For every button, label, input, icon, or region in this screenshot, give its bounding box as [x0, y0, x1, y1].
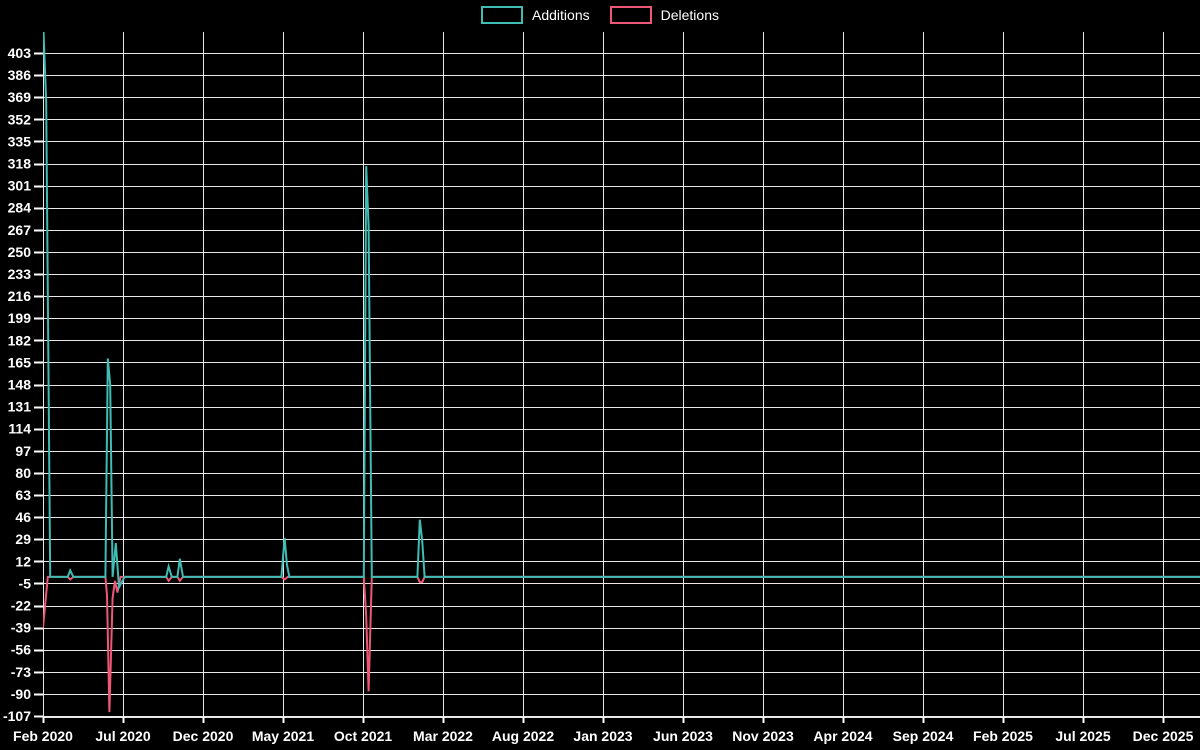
y-tick-label: -5: [19, 575, 32, 591]
deletions-swatch-icon: [609, 6, 652, 24]
x-tick-label: Sep 2024: [893, 728, 954, 744]
y-tick-label: 63: [15, 487, 31, 503]
y-tick-label: 318: [8, 156, 32, 172]
x-tick-label: Dec 2025: [1133, 728, 1194, 744]
additions-swatch-icon: [481, 6, 524, 24]
x-tick-label: Oct 2021: [334, 728, 393, 744]
legend: Additions Deletions: [0, 6, 1200, 24]
gridlines: [43, 32, 1200, 718]
y-tick-label: -73: [11, 664, 31, 680]
y-tick-label: 148: [8, 377, 32, 393]
x-tick-label: Mar 2022: [413, 728, 473, 744]
axis-labels: 403 386 369 352 335 318 301 284 267 250 233 216 199 1…: [3, 45, 1194, 744]
y-tick-label: 369: [8, 89, 32, 105]
deletions-line: [43, 575, 1200, 713]
y-tick-label: 80: [15, 465, 31, 481]
y-tick-label: 250: [8, 244, 32, 260]
x-tick-label: Apr 2024: [813, 728, 872, 744]
y-tick-label: 386: [8, 67, 32, 83]
y-tick-label: -90: [11, 686, 31, 702]
y-tick-label: -56: [11, 642, 31, 658]
additions-line: [43, 32, 1200, 591]
y-tick-label: 46: [15, 509, 31, 525]
deletions-legend-label: Deletions: [660, 7, 719, 23]
x-tick-label: Dec 2020: [173, 728, 234, 744]
y-tick-label: 267: [8, 222, 32, 238]
legend-item-deletions[interactable]: Deletions: [609, 6, 719, 24]
y-tick-label: 131: [8, 399, 32, 415]
y-tick-label: 29: [15, 531, 31, 547]
legend-item-additions[interactable]: Additions: [481, 6, 590, 24]
y-tick-label: 403: [8, 45, 32, 61]
y-tick-label: 114: [8, 421, 31, 437]
y-tick-label: 199: [8, 310, 32, 326]
x-tick-label: Jul 2025: [1055, 728, 1110, 744]
y-tick-label: -107: [3, 708, 31, 724]
y-tick-label: -22: [11, 598, 31, 614]
y-tick-label: 301: [8, 178, 32, 194]
axis-ticks: [34, 52, 1165, 723]
plot-area: [43, 32, 1200, 713]
x-tick-label: Jul 2020: [95, 728, 150, 744]
y-tick-label: 216: [8, 288, 32, 304]
x-tick-label: Feb 2025: [973, 728, 1033, 744]
x-tick-label: Nov 2023: [732, 728, 794, 744]
y-tick-label: -39: [11, 620, 31, 636]
y-tick-label: 284: [8, 200, 32, 216]
x-tick-label: Jan 2023: [573, 728, 632, 744]
y-tick-label: 182: [8, 332, 32, 348]
y-tick-label: 12: [15, 553, 31, 569]
y-tick-label: 165: [8, 354, 32, 370]
x-tick-label: May 2021: [252, 728, 314, 744]
y-tick-label: 97: [15, 443, 31, 459]
x-tick-label: Feb 2020: [13, 728, 73, 744]
y-tick-label: 233: [8, 266, 32, 282]
y-tick-label: 352: [8, 111, 32, 127]
x-tick-label: Aug 2022: [492, 728, 554, 744]
additions-legend-label: Additions: [532, 7, 590, 23]
x-tick-label: Jun 2023: [653, 728, 713, 744]
y-tick-label: 335: [8, 133, 32, 149]
